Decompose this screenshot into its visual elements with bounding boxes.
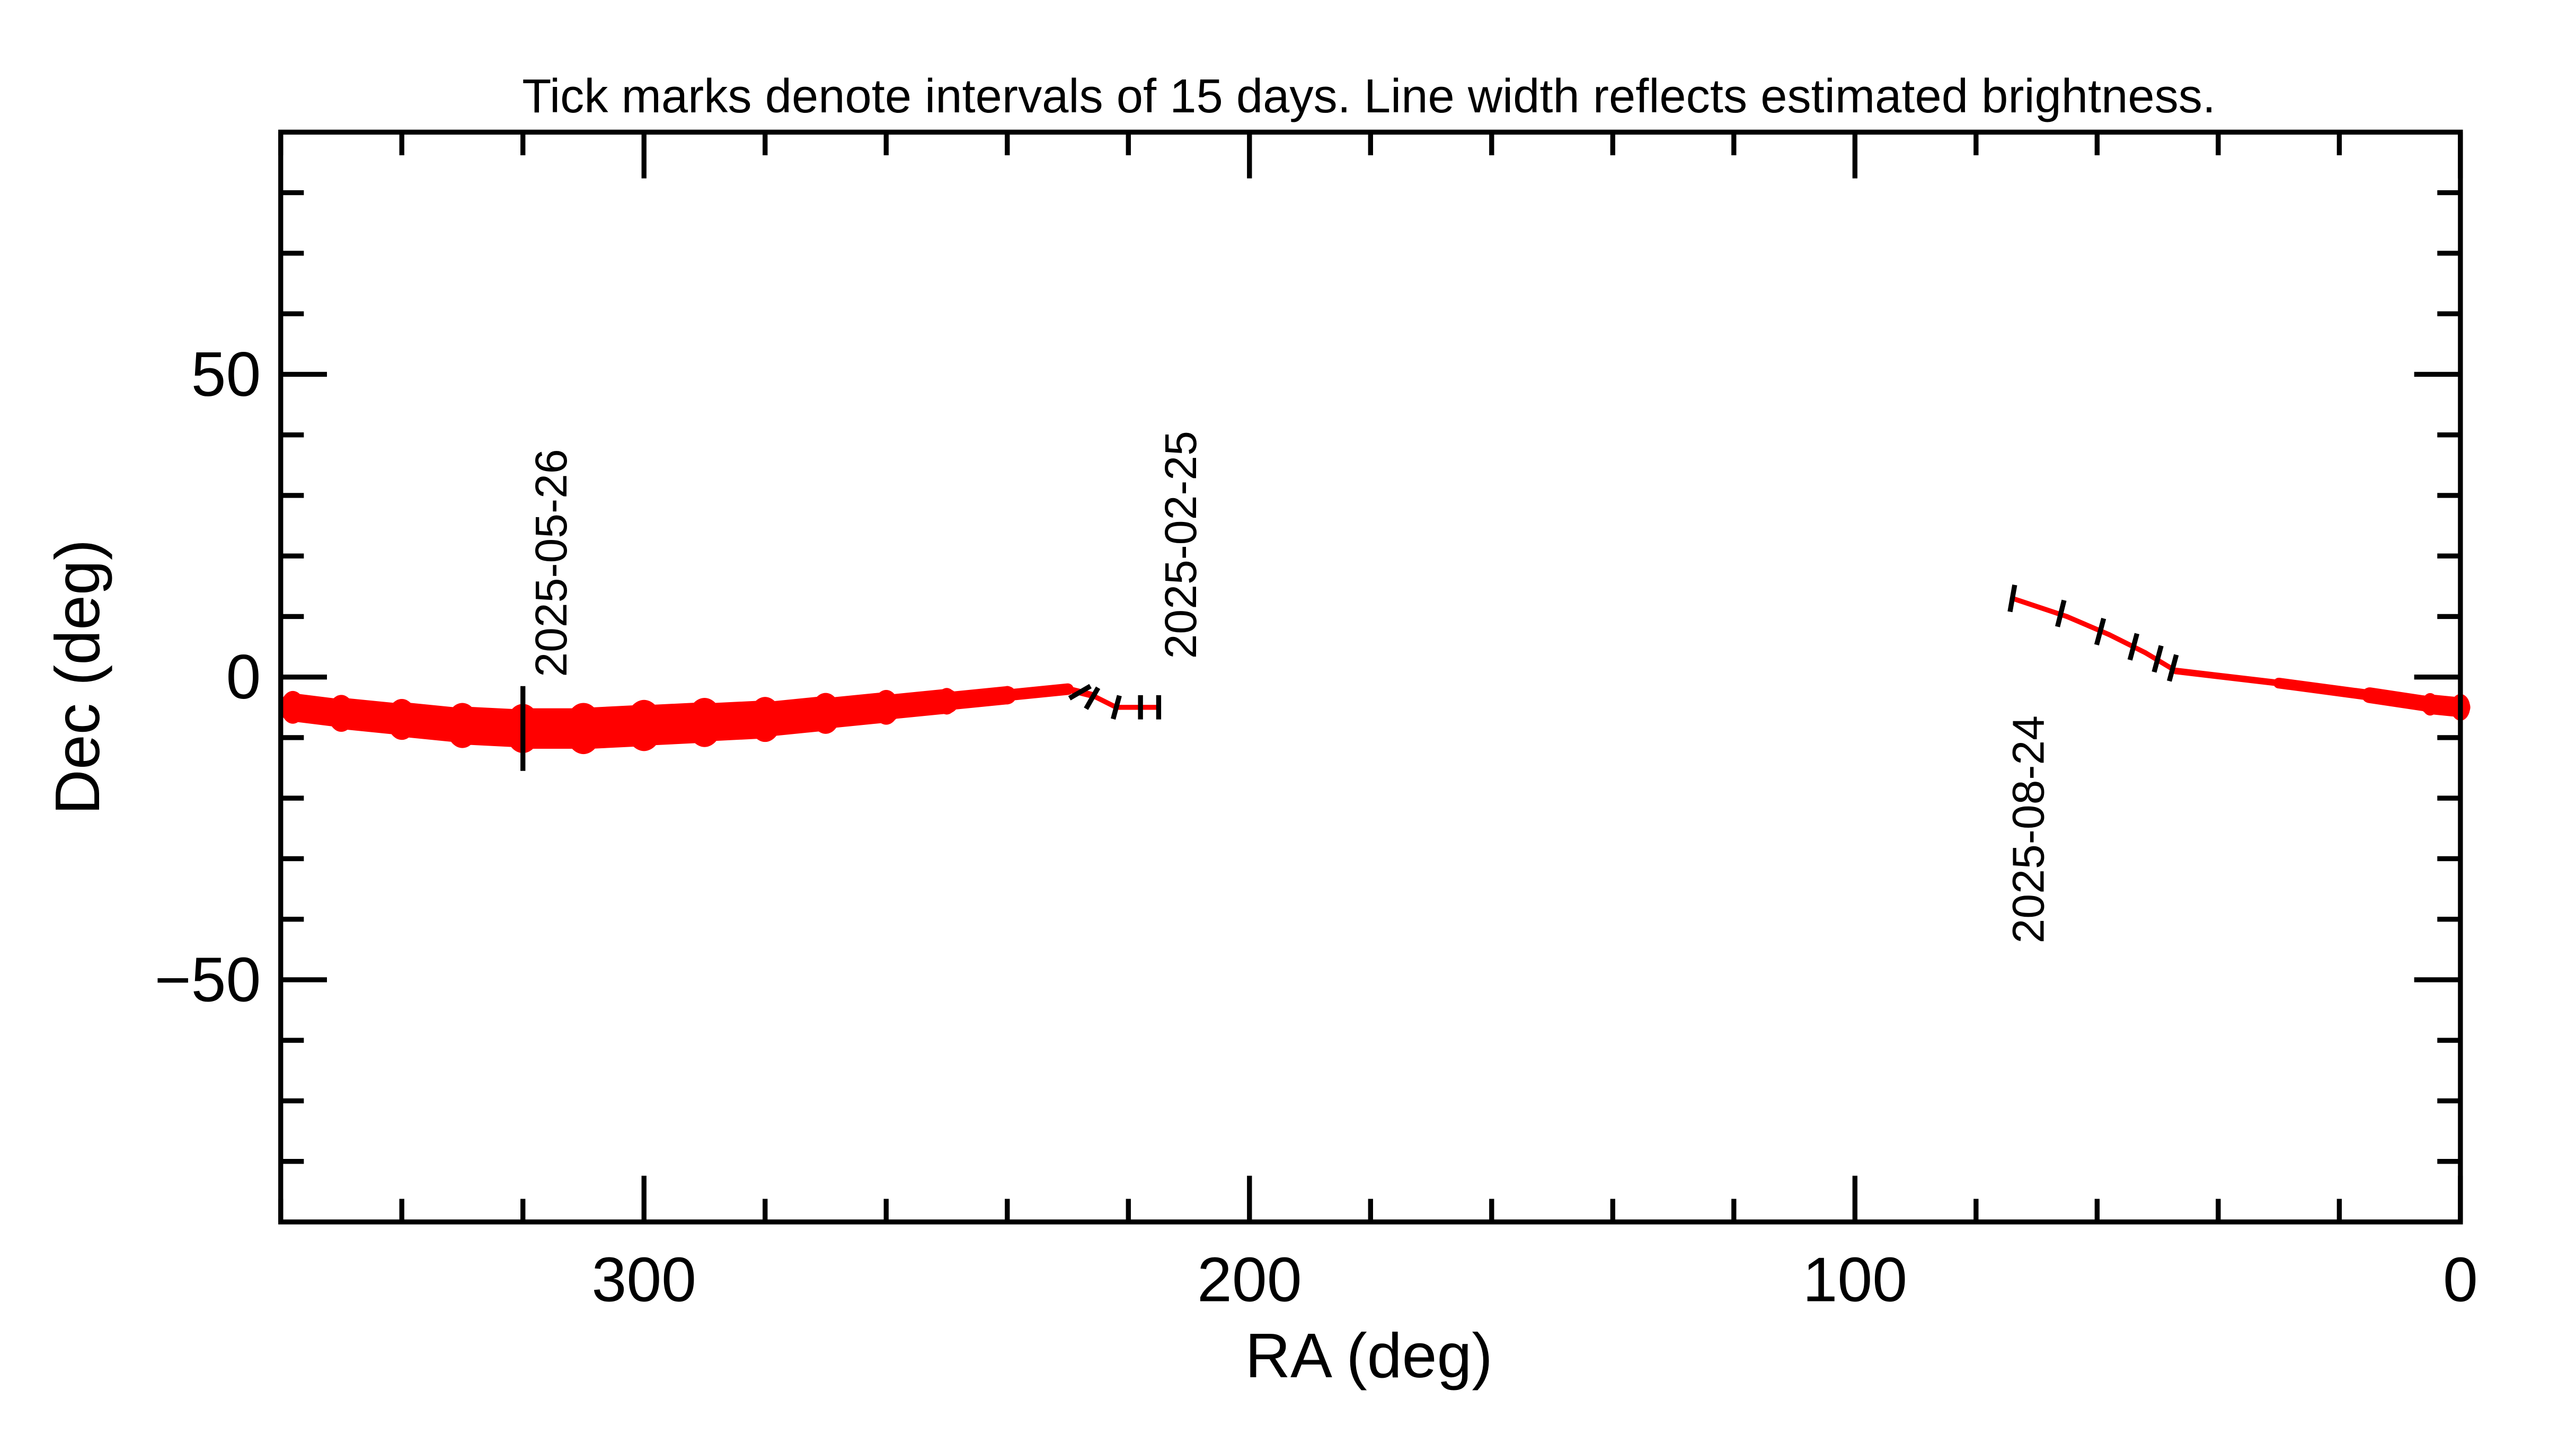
track-point bbox=[564, 703, 603, 755]
track-segment bbox=[1090, 693, 1119, 710]
track-segment-right bbox=[2010, 596, 2471, 721]
plot-frame bbox=[278, 129, 2463, 1225]
track-segment bbox=[2273, 677, 2375, 701]
track-point bbox=[625, 699, 663, 751]
track-segment bbox=[937, 686, 1016, 711]
track-point bbox=[937, 688, 957, 715]
y-tick-label: −50 bbox=[155, 945, 261, 1015]
x-tick-label: 100 bbox=[1803, 1245, 1908, 1315]
track-point bbox=[1001, 686, 1014, 705]
date-tick bbox=[2055, 599, 2067, 627]
track-segment bbox=[2010, 596, 2069, 619]
track-point bbox=[387, 698, 417, 740]
date-tick-layer bbox=[520, 584, 2179, 771]
track-point bbox=[810, 693, 841, 734]
date-tick bbox=[2152, 645, 2164, 673]
date-tick bbox=[1084, 686, 1101, 710]
y-axis-label: Dec (deg) bbox=[43, 539, 113, 815]
date-label: 2025-02-25 bbox=[1156, 431, 1206, 659]
track-layer bbox=[279, 596, 2471, 755]
x-tick-label: 300 bbox=[591, 1245, 696, 1315]
y-tick-label: 0 bbox=[226, 642, 261, 712]
track-point bbox=[686, 697, 723, 747]
track-point bbox=[446, 703, 479, 748]
track-segment bbox=[2106, 632, 2148, 656]
track-point bbox=[873, 689, 899, 725]
chart-title: Tick marks denote intervals of 15 days. … bbox=[522, 69, 2216, 123]
track-point bbox=[748, 697, 782, 742]
track-point bbox=[2422, 693, 2439, 716]
track-segment bbox=[1001, 683, 1074, 701]
track-point bbox=[327, 695, 355, 732]
date-label: 2025-08-24 bbox=[2004, 715, 2053, 943]
date-tick bbox=[1068, 684, 1092, 701]
y-tick-label: 50 bbox=[191, 340, 261, 410]
date-tick bbox=[2127, 633, 2140, 661]
annotation-layer: 2025-05-26 2025-02-25 2025-08-24 bbox=[526, 431, 2053, 943]
x-tick-label: 200 bbox=[1197, 1245, 1302, 1315]
track-segment bbox=[2172, 667, 2282, 687]
date-tick bbox=[1111, 695, 1122, 720]
track-point bbox=[281, 690, 305, 724]
x-tick-label: 0 bbox=[2443, 1245, 2478, 1315]
date-tick bbox=[2094, 617, 2106, 646]
date-tick bbox=[2167, 654, 2179, 682]
track-segment-left bbox=[279, 683, 1162, 755]
track-segment bbox=[2361, 687, 2438, 712]
date-label: 2025-05-26 bbox=[526, 449, 576, 677]
axes: 300 200 100 0 50 0 −50 bbox=[155, 129, 2478, 1315]
x-axis-label: RA (deg) bbox=[1245, 1321, 1493, 1391]
date-tick bbox=[2007, 584, 2017, 613]
